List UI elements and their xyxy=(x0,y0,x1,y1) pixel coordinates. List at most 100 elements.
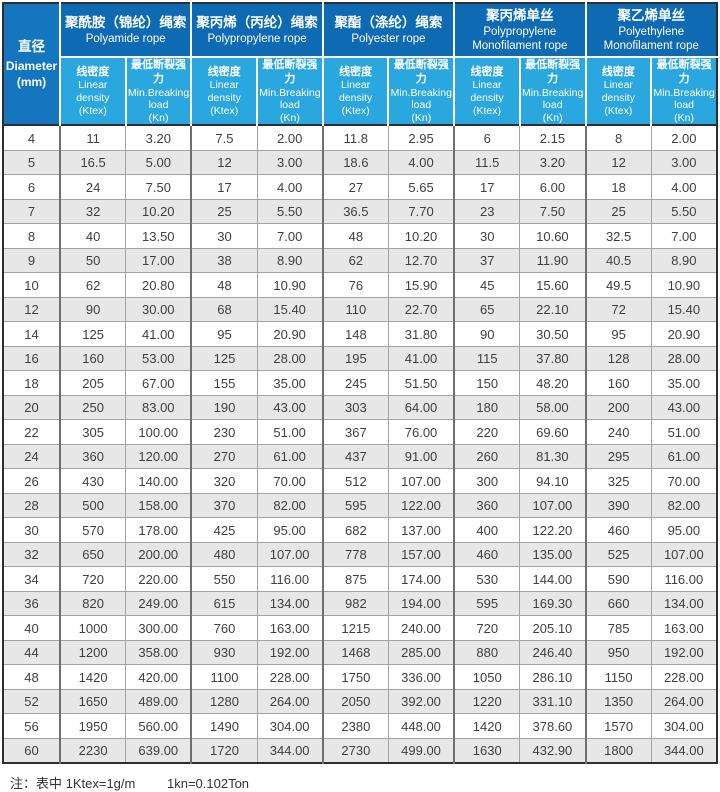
value-cell: 35.00 xyxy=(256,370,324,396)
value-cell: 107.00 xyxy=(387,468,455,494)
value-cell: 525 xyxy=(584,541,652,568)
value-cell: 2230 xyxy=(59,737,127,764)
value-cell: 205 xyxy=(59,370,127,396)
group-header-2: 聚酯（涤纶）绳索 Polyester rope xyxy=(321,3,455,57)
value-cell: 950 xyxy=(584,639,652,666)
value-cell: 875 xyxy=(321,566,389,592)
table-row: 36 820 249.00 615 134.00 982 194.00 595 169.30 66… xyxy=(2,590,718,617)
breaking-header-2: 最低断裂强力 Min.Breaking load (Kn) xyxy=(387,55,455,126)
density-cn: 线密度 xyxy=(601,66,635,79)
value-cell: 11 xyxy=(59,124,127,151)
value-cell: 22.10 xyxy=(519,296,586,323)
breaking-header-3: 最低断裂强力 Min.Breaking load (Kn) xyxy=(518,55,586,126)
value-cell: 264.00 xyxy=(650,688,718,715)
density-en: Linear density xyxy=(601,79,635,105)
value-cell: 128 xyxy=(584,345,652,372)
value-cell: 116.00 xyxy=(256,566,324,592)
value-cell: 358.00 xyxy=(125,639,192,666)
value-cell: 62 xyxy=(321,247,389,274)
value-cell: 24 xyxy=(59,174,127,200)
value-cell: 12 xyxy=(584,149,652,176)
value-cell: 48 xyxy=(190,272,258,298)
value-cell: 94.10 xyxy=(519,468,586,494)
table-row: 10 62 20.80 48 10.90 76 15.90 45 15.60 49.5 10.90 xyxy=(2,272,718,298)
value-cell: 344.00 xyxy=(650,737,718,764)
value-cell: 70.00 xyxy=(256,468,324,494)
value-cell: 15.40 xyxy=(256,296,324,323)
density-cn: 线密度 xyxy=(76,66,110,79)
value-cell: 1050 xyxy=(453,664,521,690)
value-cell: 304.00 xyxy=(256,713,324,739)
value-cell: 4.00 xyxy=(387,149,455,176)
value-cell: 760 xyxy=(190,615,258,641)
value-cell: 13.50 xyxy=(125,223,192,249)
diameter-cell: 56 xyxy=(2,713,61,739)
value-cell: 320 xyxy=(190,468,258,494)
diameter-cell: 6 xyxy=(2,174,61,200)
value-cell: 122.00 xyxy=(387,492,455,519)
value-cell: 45 xyxy=(453,272,521,298)
diameter-header-cn: 直径 xyxy=(18,39,45,55)
value-cell: 778 xyxy=(321,541,389,568)
group-header-3: 聚丙烯单丝 Polypropylene Monofilament rope xyxy=(453,3,586,57)
value-cell: 192.00 xyxy=(650,639,718,666)
footnote: 注：表中 1Ktex=1g/m 1kn=0.102Ton xyxy=(10,773,718,792)
value-cell: 360 xyxy=(453,492,521,519)
value-cell: 1200 xyxy=(59,639,127,666)
value-cell: 400 xyxy=(453,517,521,543)
value-cell: 25 xyxy=(190,198,258,225)
value-cell: 220.00 xyxy=(125,566,192,592)
value-cell: 1350 xyxy=(584,688,652,715)
group-header-en: Polyamide rope xyxy=(85,32,166,45)
value-cell: 10.90 xyxy=(256,272,324,298)
diameter-cell: 14 xyxy=(2,321,61,347)
value-cell: 51.00 xyxy=(256,419,324,445)
value-cell: 1215 xyxy=(321,615,389,641)
value-cell: 5.50 xyxy=(256,198,324,225)
value-cell: 1750 xyxy=(321,664,389,690)
value-cell: 120.00 xyxy=(125,443,192,470)
group-header-cn: 聚丙烯单丝 xyxy=(486,7,554,23)
density-header-4: 线密度 Linear density (Ktex) xyxy=(584,55,652,126)
table-row: 60 2230 639.00 1720 344.00 2730 499.00 1630 432.… xyxy=(2,737,718,764)
value-cell: 95.00 xyxy=(256,517,324,543)
value-cell: 325 xyxy=(584,468,652,494)
value-cell: 30.00 xyxy=(125,296,192,323)
value-cell: 122.20 xyxy=(519,517,586,543)
value-cell: 30 xyxy=(453,223,521,249)
value-cell: 500 xyxy=(59,492,127,519)
value-cell: 12 xyxy=(190,149,258,176)
value-cell: 150 xyxy=(453,370,521,396)
value-cell: 67.00 xyxy=(125,370,192,396)
value-cell: 43.00 xyxy=(256,394,324,421)
breaking-en2: load xyxy=(411,99,432,112)
density-header-2: 线密度 Linear density (Ktex) xyxy=(321,55,389,126)
diameter-cell: 30 xyxy=(2,517,61,543)
value-cell: 40 xyxy=(59,223,127,249)
diameter-cell: 60 xyxy=(2,737,61,764)
value-cell: 300.00 xyxy=(125,615,192,641)
table-row: 12 90 30.00 68 15.40 110 22.70 65 22.10 72 15.40 xyxy=(2,296,718,323)
value-cell: 95 xyxy=(190,321,258,347)
diameter-cell: 22 xyxy=(2,419,61,445)
value-cell: 460 xyxy=(584,517,652,543)
breaking-en: Min.Breaking xyxy=(390,86,452,99)
value-cell: 285.00 xyxy=(387,639,455,666)
value-cell: 300 xyxy=(453,468,521,494)
table-body: 4 11 3.20 7.5 2.00 11.8 2.95 6 2.15 8 2.00 5 16.5 5.0… xyxy=(2,124,718,764)
value-cell: 270 xyxy=(190,443,258,470)
value-cell: 35.00 xyxy=(650,370,718,396)
diameter-cell: 40 xyxy=(2,615,61,641)
value-cell: 2.00 xyxy=(650,124,718,151)
value-cell: 595 xyxy=(453,590,521,617)
value-cell: 72 xyxy=(584,296,652,323)
value-cell: 5.50 xyxy=(650,198,718,225)
group-header-1: 聚丙烯（丙纶）绳索 Polypropylene rope xyxy=(190,3,323,57)
group-header-4: 聚乙烯单丝 Polyethylene Monofilament rope xyxy=(584,3,717,57)
value-cell: 820 xyxy=(59,590,127,617)
value-cell: 10.60 xyxy=(519,223,586,249)
value-cell: 69.60 xyxy=(519,419,586,445)
value-cell: 1220 xyxy=(453,688,521,715)
value-cell: 499.00 xyxy=(387,737,455,764)
table-header: 直径 Diameter (mm) 聚酰胺（锦纶）绳索 Polyamide rope… xyxy=(3,3,717,126)
